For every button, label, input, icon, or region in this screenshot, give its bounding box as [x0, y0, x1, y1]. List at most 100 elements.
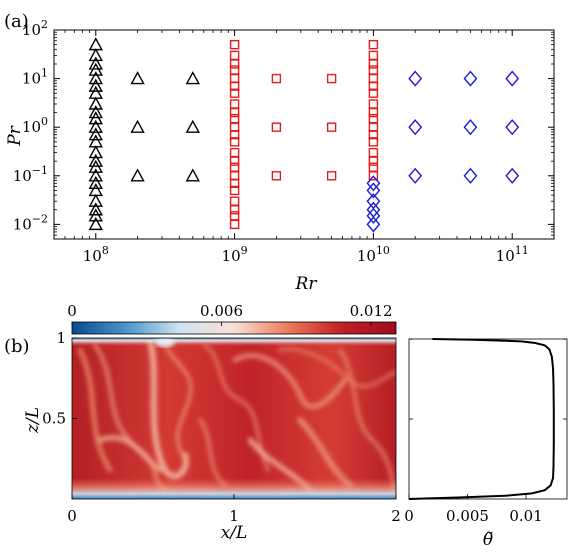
diamond-marker	[366, 175, 381, 192]
heatmap-x-tick-label: 0	[67, 507, 77, 525]
square-marker	[229, 205, 240, 215]
heatmap-x-tick-label: 1	[229, 507, 239, 525]
square-marker	[229, 196, 240, 206]
triangle-marker	[88, 202, 103, 216]
panel-a-markers	[88, 37, 520, 233]
y-tick-label: 102	[22, 18, 48, 39]
panel-a-label: (a)	[4, 11, 29, 32]
triangle-marker	[88, 96, 103, 110]
triangle-marker	[88, 105, 103, 119]
panel-a-ylabel: Pr	[5, 125, 25, 146]
square-marker	[229, 219, 240, 230]
panel-a-axes: 108 109 1010 1011 10−2 10−1 100 101 102	[13, 18, 555, 265]
square-marker	[368, 156, 379, 166]
square-marker	[368, 59, 379, 69]
heatmap-y-tick-label: 0.5	[42, 410, 66, 428]
square-marker	[368, 73, 379, 84]
heatmap-x-tick-label: 2	[391, 507, 401, 525]
triangle-marker	[88, 37, 103, 51]
triangle-marker	[88, 145, 103, 159]
triangle-marker	[130, 119, 145, 133]
square-marker	[229, 122, 240, 132]
diamond-marker	[366, 207, 381, 224]
diamond-marker	[505, 167, 520, 184]
triangle-marker	[88, 71, 103, 85]
triangle-marker	[88, 175, 103, 190]
panel-a-frame	[53, 29, 555, 240]
heatmap-ylabel: z/L	[23, 407, 43, 434]
triangle-marker	[88, 56, 103, 70]
colorbar-ticks: 0 0.006 0.012	[67, 302, 393, 326]
heatmap-xlabel: x/L	[221, 523, 248, 543]
square-marker	[229, 113, 240, 124]
triangle-marker	[88, 182, 103, 197]
square-marker	[368, 147, 379, 158]
square-marker	[229, 99, 240, 109]
square-marker	[368, 137, 379, 147]
triangle-marker	[130, 71, 145, 85]
panel-a-xlabel: Rr	[295, 274, 318, 294]
profile-frame	[408, 338, 568, 500]
y-tick-label: 101	[22, 67, 48, 88]
triangle-marker	[88, 78, 103, 92]
square-marker	[229, 156, 240, 166]
profile-xlabel: θ̃	[483, 530, 493, 550]
triangle-marker	[130, 168, 145, 182]
y-tick-label: 100	[22, 115, 48, 136]
square-marker	[271, 122, 282, 132]
triangle-marker	[88, 193, 103, 207]
square-marker	[368, 50, 379, 61]
square-marker	[326, 122, 337, 132]
diamond-marker	[408, 70, 423, 87]
x-tick-label: 109	[222, 244, 248, 265]
square-marker	[229, 162, 240, 172]
square-marker	[229, 39, 240, 50]
square-marker	[229, 73, 240, 84]
square-marker	[229, 147, 240, 158]
triangle-marker	[88, 47, 103, 62]
triangle-marker	[88, 85, 103, 99]
diamond-marker	[505, 119, 520, 136]
profile-x-tick-label: 0.005	[446, 507, 489, 525]
x-tick-label: 1011	[496, 244, 529, 265]
triangle-marker	[185, 71, 200, 85]
heatmap-ticks: 0 1 2 0.5 1	[42, 329, 401, 525]
y-tick-label: 10−2	[13, 212, 48, 233]
diamond-marker	[366, 201, 381, 218]
colorbar-tick-label: 0.012	[350, 302, 393, 320]
colorbar	[71, 321, 397, 335]
square-marker	[271, 73, 282, 84]
panel-b-label: (b)	[4, 336, 30, 357]
profile-x-tick-label: 0.01	[509, 507, 542, 525]
triangle-marker	[88, 119, 103, 133]
triangle-marker	[185, 168, 200, 182]
square-marker	[368, 122, 379, 132]
profile-x-tick-label: 0	[404, 507, 414, 525]
square-marker	[229, 171, 240, 181]
triangle-marker	[88, 168, 103, 182]
diamond-marker	[463, 167, 478, 184]
square-marker	[229, 107, 240, 118]
square-marker	[229, 50, 240, 61]
x-tick-label: 108	[83, 244, 109, 265]
square-marker	[229, 59, 240, 69]
square-marker	[326, 171, 337, 181]
square-marker	[368, 65, 379, 75]
diamond-marker	[366, 182, 381, 199]
diamond-marker	[408, 119, 423, 136]
triangle-marker	[88, 134, 103, 148]
square-marker	[229, 185, 240, 196]
heatmap-y-tick-label: 1	[56, 329, 66, 347]
diamond-marker	[366, 193, 381, 210]
diamond-marker	[505, 70, 520, 87]
profile-line	[408, 338, 555, 500]
x-tick-label: 1010	[357, 244, 390, 265]
square-marker	[368, 113, 379, 124]
square-marker	[271, 171, 282, 181]
colorbar-tick-label: 0	[67, 302, 77, 320]
square-marker	[368, 39, 379, 50]
y-tick-label: 10−1	[13, 164, 48, 185]
profile-ticks: 0 0.005 0.01	[404, 338, 567, 525]
square-marker	[368, 88, 379, 98]
